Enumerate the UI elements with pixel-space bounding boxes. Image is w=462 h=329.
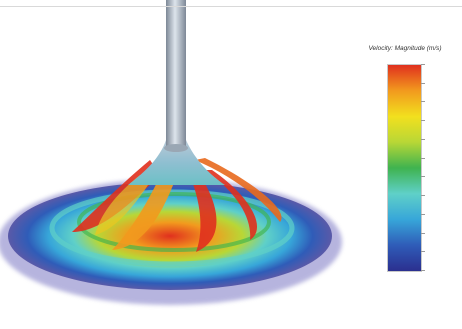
colorbar-tick (421, 232, 425, 234)
colorbar-tick (421, 64, 425, 65)
colorbar-tick (421, 251, 425, 253)
legend-title: Velocity: Magnitude (m/s) (368, 45, 442, 52)
colorbar-ticks (421, 64, 451, 271)
colorbar-tick (421, 138, 425, 140)
shaft-base (164, 144, 188, 152)
colorbar-tick (421, 270, 425, 271)
colorbar-tick (421, 157, 425, 159)
colorbar-tick (421, 195, 425, 197)
colorbar-tick (421, 120, 425, 122)
colorbar (387, 64, 422, 272)
impeller-shaft (166, 0, 186, 148)
colorbar-tick (421, 176, 425, 178)
colorbar-tick (421, 213, 425, 215)
top-divider (0, 6, 462, 7)
impeller-hub (128, 140, 225, 185)
colorbar-tick (421, 101, 425, 103)
flow-ring-green (77, 192, 271, 252)
colorbar-tick (421, 82, 425, 84)
flow-ring-cyan (49, 189, 295, 267)
